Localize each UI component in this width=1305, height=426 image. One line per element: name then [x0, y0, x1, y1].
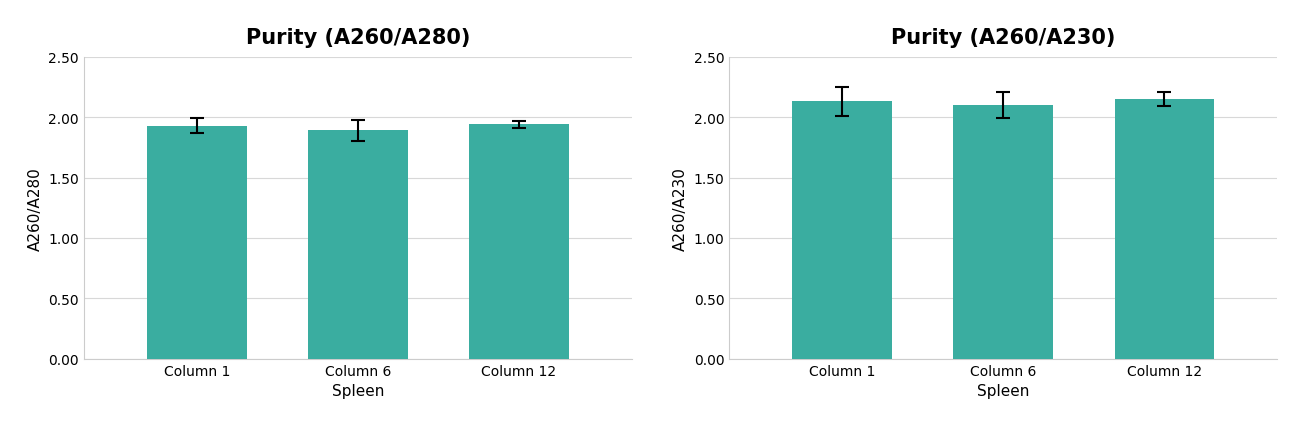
- Title: Purity (A260/A230): Purity (A260/A230): [891, 28, 1116, 48]
- Bar: [792, 102, 893, 359]
- Title: Purity (A260/A280): Purity (A260/A280): [245, 28, 470, 48]
- Bar: [146, 126, 247, 359]
- Bar: [468, 125, 569, 359]
- Bar: [954, 106, 1053, 359]
- X-axis label: Spleen: Spleen: [331, 383, 384, 398]
- X-axis label: Spleen: Spleen: [977, 383, 1030, 398]
- Y-axis label: A260/A230: A260/A230: [673, 167, 688, 250]
- Bar: [1114, 100, 1215, 359]
- Bar: [308, 131, 407, 359]
- Y-axis label: A260/A280: A260/A280: [27, 167, 43, 250]
